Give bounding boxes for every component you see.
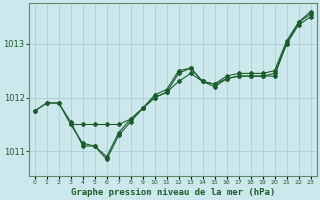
X-axis label: Graphe pression niveau de la mer (hPa): Graphe pression niveau de la mer (hPa): [70, 188, 275, 197]
